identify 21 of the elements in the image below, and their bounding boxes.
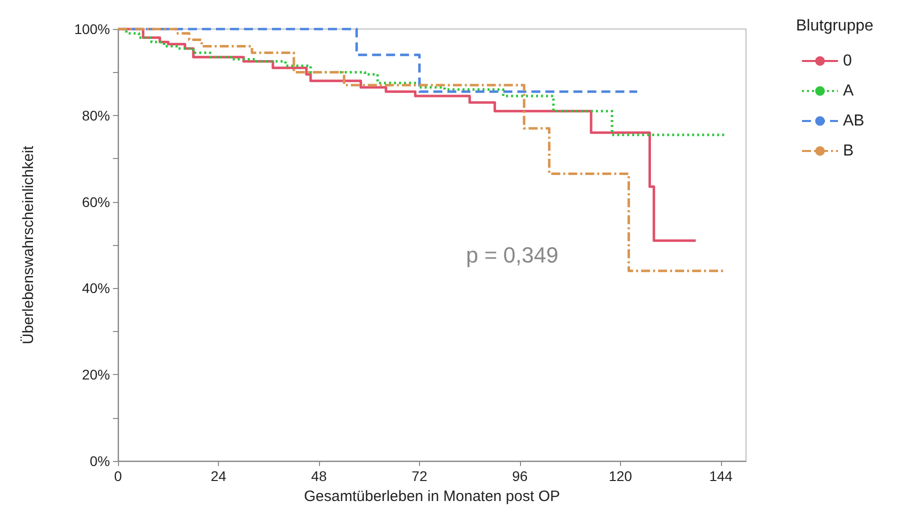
legend-label: 0 <box>843 52 852 70</box>
x-axis-title: Gesamtüberleben in Monaten post OP <box>304 488 560 505</box>
legend-label: B <box>843 142 854 160</box>
legend-title: Blutgruppe <box>796 18 874 34</box>
legend-label: A <box>843 82 854 100</box>
y-tick-label: 20% <box>82 366 110 383</box>
y-tick-label: 60% <box>82 194 110 210</box>
y-tick-label: 0% <box>90 453 110 469</box>
annotation: p = 0,349 <box>466 242 558 268</box>
x-tick-label: 144 <box>709 468 733 484</box>
x-tick-label: 120 <box>608 468 632 484</box>
legend-label: AB <box>843 112 864 130</box>
x-tick-label: 96 <box>512 468 528 484</box>
x-tick-label: 48 <box>311 468 327 484</box>
y-tick-label: 80% <box>82 107 110 124</box>
y-tick-label: 100% <box>74 21 110 37</box>
x-tick-label: 0 <box>114 468 122 484</box>
x-tick-label: 24 <box>210 468 226 484</box>
x-tick-label: 72 <box>412 468 428 484</box>
y-tick-label: 40% <box>82 280 110 296</box>
y-axis-title: Überlebenswahrscheinlichkeit <box>20 144 37 344</box>
